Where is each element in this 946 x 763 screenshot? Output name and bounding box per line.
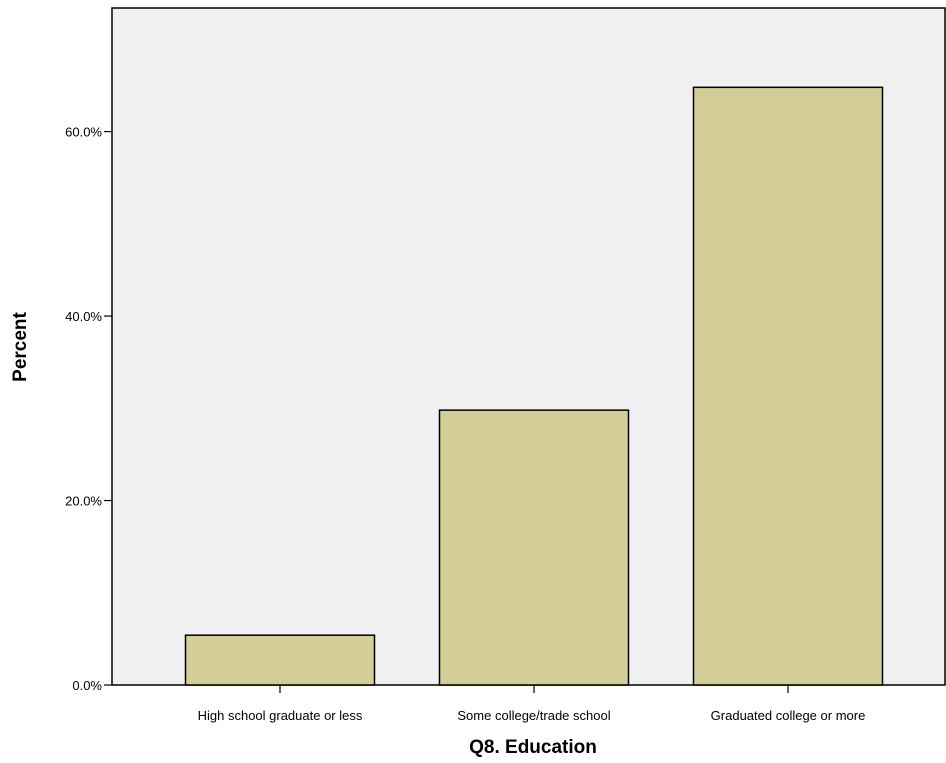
bar	[184, 634, 376, 686]
x-axis: High school graduate or less Some college…	[198, 685, 866, 723]
y-tick-label: 20.0%	[65, 494, 102, 509]
y-axis-title: Percent	[10, 311, 31, 381]
bars-group	[184, 86, 884, 686]
x-tick-label: Some college/trade school	[457, 708, 610, 723]
x-axis-title: Q8. Education	[469, 737, 597, 758]
y-tick-label: 0.0%	[72, 678, 102, 693]
x-tick-label: High school graduate or less	[198, 708, 363, 723]
y-tick-label: 60.0%	[65, 125, 102, 140]
bar	[692, 86, 884, 686]
x-tick-label: Graduated college or more	[711, 708, 866, 723]
y-tick-label: 40.0%	[65, 309, 102, 324]
y-axis: 0.0% 20.0% 40.0% 60.0%	[65, 125, 112, 693]
bar	[438, 409, 630, 686]
